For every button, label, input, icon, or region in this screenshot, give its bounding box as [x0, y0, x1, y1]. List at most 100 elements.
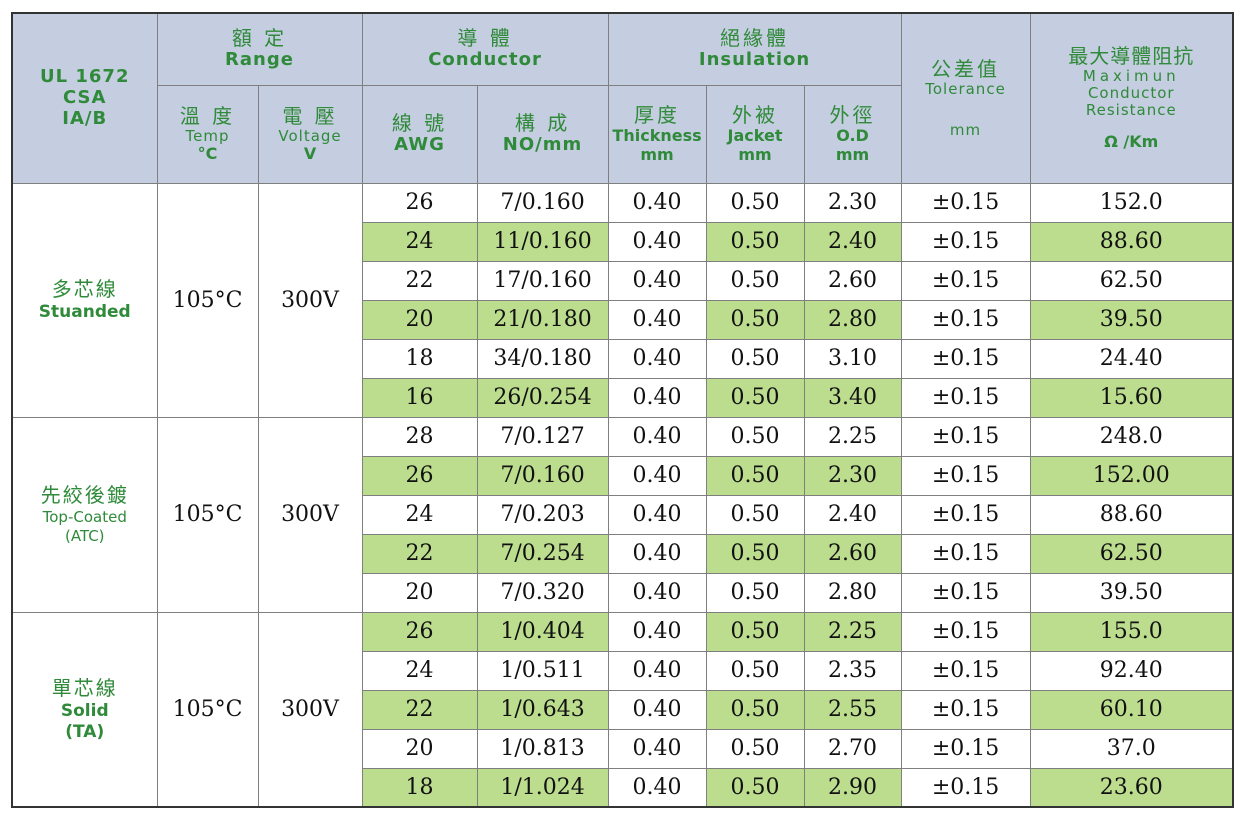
- jacket-cell: 0.50: [705, 221, 805, 262]
- awg-cell: 24: [361, 494, 478, 535]
- resistance-cell: 60.10: [1029, 689, 1234, 730]
- tolerance-cell: ±0.15: [900, 416, 1031, 457]
- tolerance-cell: ±0.15: [900, 455, 1031, 496]
- tolerance-cell: ±0.15: [900, 767, 1031, 808]
- table-row: 24 1/0.511 0.40 0.50 2.35 ±0.15 92.40: [12, 650, 1234, 691]
- thickness-cell: 0.40: [607, 416, 707, 457]
- jacket-cell: 0.50: [705, 611, 805, 652]
- od-cell: 2.35: [803, 650, 902, 691]
- thickness-cell: 0.40: [607, 689, 707, 730]
- jacket-en: Jacket: [727, 126, 783, 146]
- group-name-cn: 單芯線: [51, 675, 118, 700]
- wire-spec-table: UL 1672 CSA IA/B 額 定 Range 導 體 Conductor…: [11, 12, 1235, 808]
- awg-cell: 16: [361, 377, 478, 418]
- thickness-cell: 0.40: [607, 221, 707, 262]
- group-label-cell: 先絞後鍍 Top-Coated (ATC): [11, 416, 158, 613]
- group-voltage-cell: 300V: [257, 182, 363, 418]
- voltage-en: Voltage: [278, 126, 342, 145]
- awg-cell: 20: [361, 728, 478, 769]
- table-row: 20 7/0.320 0.40 0.50 2.80 ±0.15 39.50: [12, 572, 1234, 613]
- od-cell: 3.40: [803, 377, 902, 418]
- thickness-cn: 厚度: [634, 103, 681, 128]
- od-unit: mm: [835, 144, 870, 164]
- tolerance-unit: mm: [949, 120, 982, 139]
- jacket-cell: 0.50: [705, 728, 805, 769]
- thickness-en: Thickness: [612, 126, 702, 146]
- awg-cell: 26: [361, 182, 478, 223]
- construction-cell: 7/0.127: [476, 416, 609, 457]
- table-row: 24 7/0.203 0.40 0.50 2.40 ±0.15 88.60: [12, 494, 1234, 535]
- table-row: 22 7/0.254 0.40 0.50 2.60 ±0.15 62.50: [12, 533, 1234, 574]
- od-cell: 2.90: [803, 767, 902, 808]
- od-cell: 2.25: [803, 416, 902, 457]
- thickness-cell: 0.40: [607, 377, 707, 418]
- group-label-cell: 多芯線 Stuanded: [11, 182, 158, 418]
- insulation-cn: 絕緣體: [720, 26, 790, 51]
- od-cn: 外徑: [829, 103, 876, 128]
- od-cell: 2.60: [803, 533, 902, 574]
- awg-cn: 線 號: [391, 111, 448, 136]
- voltage-unit: V: [303, 143, 317, 163]
- construction-cell: 1/0.813: [476, 728, 609, 769]
- temp-en: Temp: [185, 126, 230, 145]
- conductor-header: 導 體 Conductor: [361, 12, 609, 86]
- group-name-cn: 先絞後鍍: [40, 483, 129, 508]
- awg-cell: 26: [361, 455, 478, 496]
- standard-iab: IA/B: [62, 107, 108, 129]
- group-label-cell: 單芯線 Solid (TA): [11, 611, 158, 808]
- resistance-cell: 15.60: [1029, 377, 1234, 418]
- tolerance-cell: ±0.15: [900, 338, 1031, 379]
- awg-cell: 28: [361, 416, 478, 457]
- thickness-cell: 0.40: [607, 494, 707, 535]
- thickness-cell: 0.40: [607, 182, 707, 223]
- tolerance-cell: ±0.15: [900, 728, 1031, 769]
- table-row: 單芯線 Solid (TA) 105°C 300V 26 1/0.404 0.40 0.50 2.…: [11, 611, 1234, 808]
- table-row: 18 1/1.024 0.40 0.50 2.90 ±0.15 23.60: [12, 767, 1234, 808]
- group-name-en: Solid: [60, 700, 109, 721]
- resistance-cn: 最大導體阻抗: [1068, 43, 1195, 68]
- jacket-cell: 0.50: [705, 494, 805, 535]
- jacket-cell: 0.50: [705, 182, 805, 223]
- jacket-cell: 0.50: [705, 377, 805, 418]
- table-row: 24 11/0.160 0.40 0.50 2.40 ±0.15 88.60: [12, 221, 1234, 262]
- table-row: 先絞後鍍 Top-Coated (ATC) 105°C 300V 28 7/0.127 0.4…: [11, 416, 1234, 613]
- standard-csa: CSA: [63, 86, 107, 108]
- resistance-cell: 152.0: [1029, 182, 1234, 223]
- jacket-cell: 0.50: [705, 260, 805, 301]
- conductor-en: Conductor: [428, 49, 542, 71]
- tolerance-cell: ±0.15: [900, 299, 1031, 340]
- group-name-en-sub: (ATC): [64, 527, 105, 545]
- od-cell: 2.30: [803, 455, 902, 496]
- thickness-cell: 0.40: [607, 338, 707, 379]
- table-body: 多芯線 Stuanded 105°C 300V 26 7/0.160 0.40 0.50 2.3…: [11, 182, 1234, 808]
- group-temp-cell: 105°C: [156, 182, 259, 418]
- jacket-cell: 0.50: [705, 455, 805, 496]
- od-header: 外徑 O.D mm: [803, 84, 902, 184]
- construction-header: 構 成 NO/mm: [476, 84, 609, 184]
- tolerance-cell: ±0.15: [900, 377, 1031, 418]
- insulation-en: Insulation: [698, 49, 811, 71]
- construction-en: NO/mm: [502, 134, 583, 156]
- tolerance-cell: ±0.15: [900, 611, 1031, 652]
- group-name-cn: 多芯線: [51, 276, 118, 301]
- temp-header: 溫 度 Temp °C: [156, 84, 259, 184]
- resistance-en1: Maximun: [1082, 66, 1180, 85]
- thickness-cell: 0.40: [607, 728, 707, 769]
- thickness-unit: mm: [640, 144, 674, 164]
- group-name-en-sub: (TA): [65, 721, 105, 742]
- resistance-cell: 88.60: [1029, 221, 1234, 262]
- awg-header: 線 號 AWG: [361, 84, 478, 184]
- table-row: 18 34/0.180 0.40 0.50 3.10 ±0.15 24.40: [12, 338, 1234, 379]
- tolerance-header: 公差值 Tolerance mm: [900, 12, 1031, 184]
- od-cell: 2.25: [803, 611, 902, 652]
- group-name-en: Top-Coated: [42, 508, 127, 527]
- thickness-cell: 0.40: [607, 572, 707, 613]
- resistance-cell: 92.40: [1029, 650, 1234, 691]
- construction-cell: 11/0.160: [476, 221, 609, 262]
- range-en: Range: [225, 49, 294, 71]
- od-cell: 2.30: [803, 182, 902, 223]
- construction-cell: 26/0.254: [476, 377, 609, 418]
- group-voltage-cell: 300V: [257, 416, 363, 613]
- awg-cell: 24: [361, 221, 478, 262]
- thickness-cell: 0.40: [607, 611, 707, 652]
